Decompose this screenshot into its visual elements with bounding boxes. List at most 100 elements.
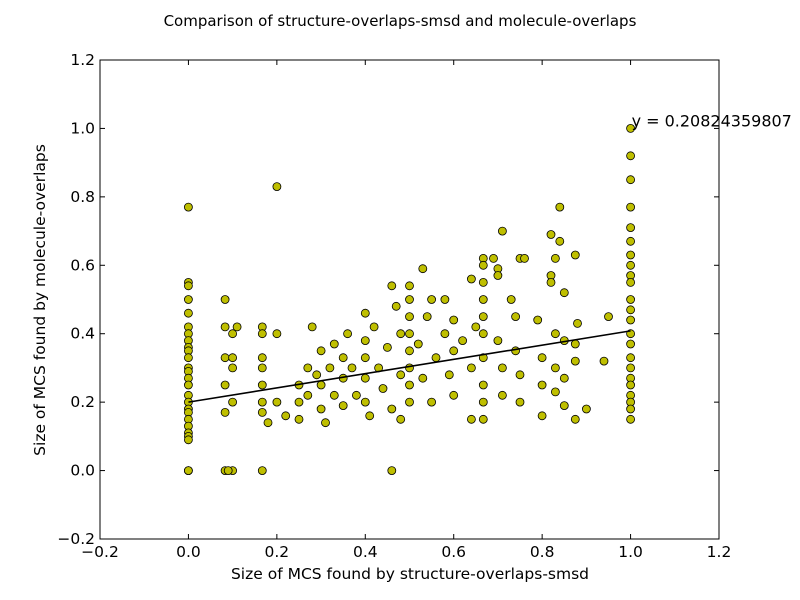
data-point xyxy=(478,380,488,390)
data-point xyxy=(515,397,525,407)
data-point xyxy=(626,380,635,390)
data-point xyxy=(466,274,476,284)
data-point xyxy=(183,202,193,212)
data-point xyxy=(396,329,406,339)
data-point xyxy=(405,346,414,356)
data-point xyxy=(351,390,361,400)
y-axis-label: Size of MCS found by molecule-overlaps xyxy=(31,144,49,456)
x-tick-label: 0.8 xyxy=(530,543,555,561)
data-point xyxy=(338,401,348,411)
data-point xyxy=(343,329,353,339)
data-point xyxy=(551,329,560,339)
data-point xyxy=(316,404,326,414)
data-point xyxy=(183,281,193,291)
data-point xyxy=(183,435,193,445)
data-point xyxy=(515,370,525,380)
x-axis-label: Size of MCS found by structure-overlaps-… xyxy=(231,565,589,583)
data-point xyxy=(493,336,503,346)
data-point xyxy=(559,288,569,298)
data-point xyxy=(312,370,322,380)
y-tick-label: 0.6 xyxy=(70,256,95,274)
data-point xyxy=(257,407,267,417)
data-point xyxy=(257,329,267,339)
data-point xyxy=(449,390,459,400)
data-point xyxy=(537,353,547,363)
data-point xyxy=(360,336,370,346)
data-point xyxy=(570,356,580,366)
data-point xyxy=(626,353,635,363)
data-point xyxy=(257,363,267,373)
data-point xyxy=(466,414,476,424)
y-tick-label: −0.2 xyxy=(57,530,95,548)
data-point xyxy=(228,353,238,363)
data-point xyxy=(365,411,375,421)
trendline-equation: y = 0.20824359807 xyxy=(632,111,792,130)
data-point xyxy=(493,271,503,280)
data-point xyxy=(497,226,507,236)
data-point xyxy=(466,363,476,373)
data-point xyxy=(626,363,635,373)
data-point xyxy=(272,182,282,192)
data-point xyxy=(405,281,414,291)
data-point xyxy=(329,390,339,400)
data-point xyxy=(321,418,330,428)
data-point xyxy=(478,397,488,407)
data-point xyxy=(387,466,397,476)
data-point xyxy=(449,315,459,325)
y-tick-label: 0.2 xyxy=(70,393,95,411)
data-point xyxy=(220,353,230,363)
data-point xyxy=(223,466,233,476)
data-point xyxy=(387,281,397,291)
data-point xyxy=(294,414,304,424)
data-point xyxy=(405,329,414,339)
data-point xyxy=(228,397,238,407)
y-tick-label: 1.2 xyxy=(70,51,95,69)
data-point xyxy=(537,411,547,421)
data-point xyxy=(573,318,582,328)
data-point xyxy=(396,370,406,380)
data-point xyxy=(471,322,481,332)
trendline xyxy=(188,330,631,403)
data-point xyxy=(626,175,635,185)
data-point xyxy=(551,387,560,397)
data-point xyxy=(263,418,273,428)
y-tick-label: 0.4 xyxy=(70,325,95,343)
data-point xyxy=(478,260,488,270)
data-point xyxy=(303,363,313,373)
data-point xyxy=(183,353,193,363)
data-point xyxy=(405,295,414,304)
data-point xyxy=(626,260,635,270)
data-point xyxy=(570,339,580,349)
data-point xyxy=(546,230,556,239)
x-tick-label: 1.0 xyxy=(618,543,643,561)
data-point xyxy=(378,384,388,393)
data-point xyxy=(183,295,193,304)
data-point xyxy=(626,236,635,246)
data-point xyxy=(511,346,520,356)
data-point xyxy=(626,404,635,414)
data-point xyxy=(626,277,635,287)
data-point xyxy=(325,363,335,373)
data-point xyxy=(294,397,304,407)
x-tick-label: 0.4 xyxy=(353,543,378,561)
data-point xyxy=(272,329,282,339)
data-point xyxy=(360,308,370,318)
data-point xyxy=(533,315,543,325)
data-point xyxy=(418,373,428,383)
data-point xyxy=(440,295,450,304)
data-point xyxy=(391,301,401,311)
data-point xyxy=(427,295,437,304)
data-points xyxy=(183,123,635,476)
data-point xyxy=(396,414,406,424)
data-point xyxy=(220,322,230,332)
data-point xyxy=(497,390,507,400)
data-point xyxy=(347,363,357,373)
data-point xyxy=(418,264,428,274)
data-point xyxy=(626,295,635,304)
data-point xyxy=(511,312,520,322)
data-point xyxy=(546,277,556,287)
data-point xyxy=(449,346,459,356)
data-point xyxy=(257,353,267,363)
data-point xyxy=(387,404,397,414)
